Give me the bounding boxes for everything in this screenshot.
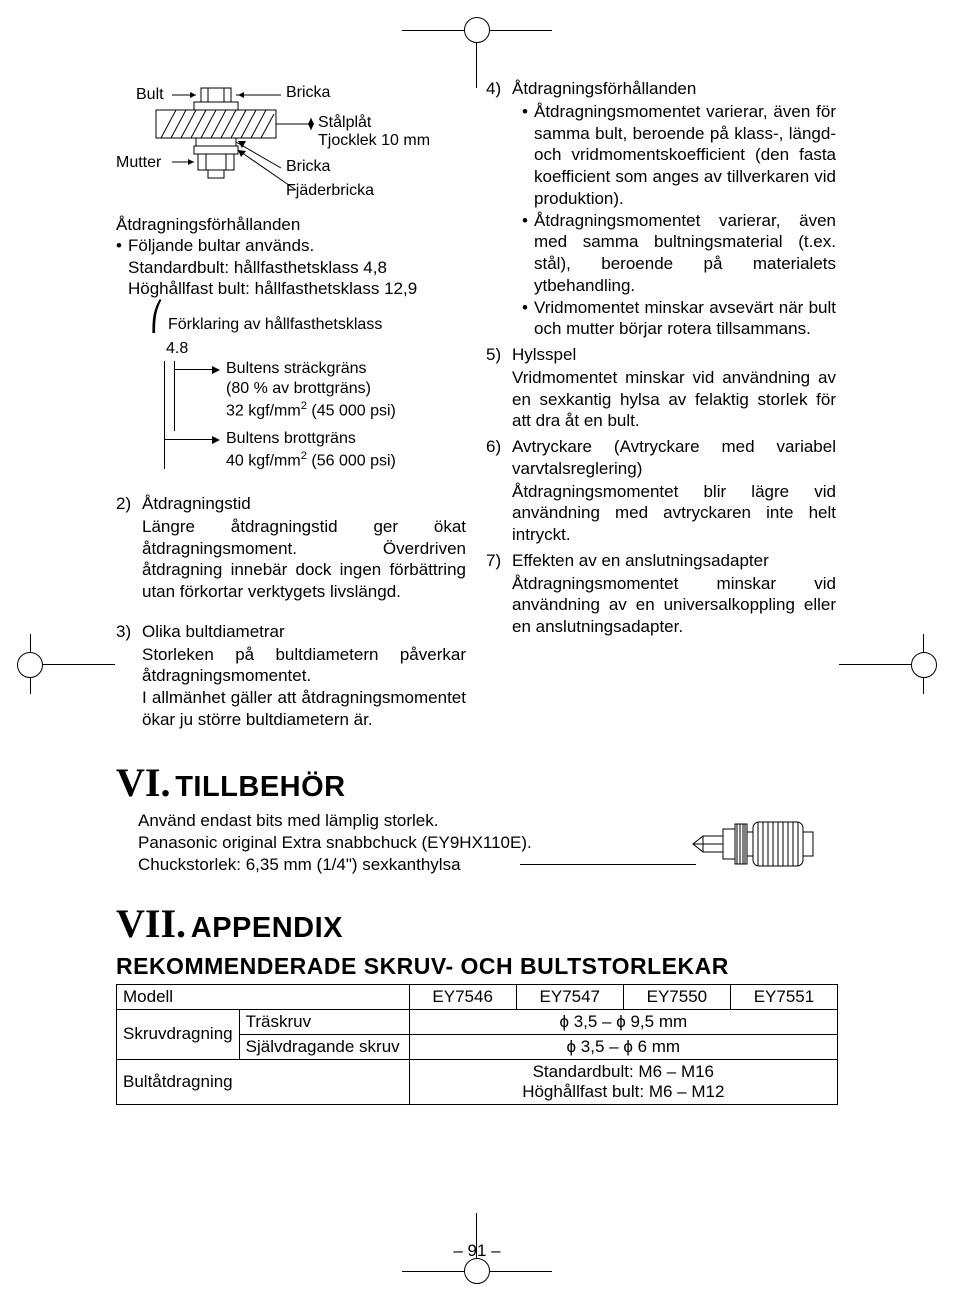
two-column-layout: Bult Bricka Stålplåt Tjocklek 10 mm Bric… (116, 78, 838, 731)
bolt-diagram: Bult Bricka Stålplåt Tjocklek 10 mm Bric… (116, 78, 436, 208)
intro-line1: Följande bultar används. (128, 235, 314, 256)
item-7-body: Åtdragningsmomentet minskar vid användni… (512, 574, 836, 637)
item-2: 2) Åtdragningstid Längre åtdragningstid … (116, 493, 466, 603)
item-6-body: Åtdragningsmomentet blir lägre vid använ… (512, 482, 836, 545)
item-3: 3) Olika bultdiametrar Storleken på bult… (116, 621, 466, 731)
intro-line2: Standardbult: hållfasthetsklass 4,8 (116, 257, 466, 278)
intro-block: Åtdragningsförhållanden •Följande bultar… (116, 214, 466, 299)
item-4-b2: Åtdragningsmomentet varierar, även med s… (534, 210, 836, 297)
crop-mark-right (896, 634, 946, 694)
label-stalplat: Stålplåt (318, 114, 371, 132)
table-row: Modell EY7546 EY7547 EY7550 EY7551 (117, 984, 838, 1009)
item-5-body: Vridmomentet minskar vid användning av e… (512, 368, 836, 431)
title-vi: TILLBEHÖR (175, 771, 345, 803)
crop-mark-left (8, 634, 58, 694)
class-explanation: ⎛ Förklaring av hållfasthetsklass 4.8 Bu… (156, 309, 466, 475)
tensile-text: Bultens brottgräns 40 kgf/mm2 (56 000 ps… (226, 429, 456, 471)
item-5-head: Hylsspel (512, 344, 836, 366)
item-4-b3: Vridmomentet minskar avsevärt när bult o… (534, 297, 836, 341)
cell-m1: EY7546 (409, 984, 516, 1009)
cell-r3v: Standardbult: M6 – M16Höghållfast bult: … (409, 1059, 837, 1104)
item-2-body: Längre åtdragningstid ger ökat åtdragnin… (142, 517, 466, 601)
section-vi-heading: VI. TILLBEHÖR (116, 759, 838, 806)
intro-line3: Höghållfast bult: hållfasthetsklass 12,9 (116, 278, 466, 299)
label-bult: Bult (136, 86, 164, 104)
label-fjaderbricka: Fjäderbricka (286, 182, 374, 200)
crop-mark-top (402, 8, 552, 58)
right-column: 4) Åtdragningsförhållanden •Åtdragningsm… (486, 78, 836, 731)
label-bricka-bottom: Bricka (286, 158, 330, 176)
cell-m3: EY7550 (623, 984, 730, 1009)
table-row: Skruvdragning Träskruv ϕ 3,5 – ϕ 9,5 mm (117, 1009, 838, 1034)
label-mutter: Mutter (116, 154, 161, 172)
class-title: Förklaring av hållfasthetsklass (168, 315, 466, 335)
cell-sjalv: Självdragande skruv (239, 1034, 409, 1059)
roman-vii: VII. (116, 901, 186, 946)
spec-table: Modell EY7546 EY7547 EY7550 EY7551 Skruv… (116, 984, 838, 1105)
cell-skruv: Skruvdragning (117, 1009, 240, 1059)
page-content: Bult Bricka Stålplåt Tjocklek 10 mm Bric… (116, 78, 838, 1105)
table-row: Bultåtdragning Standardbult: M6 – M16Hög… (117, 1059, 838, 1104)
callout-line (520, 864, 696, 865)
item-6: 6) Avtryckare (Avtryckare med variabel v… (486, 436, 836, 546)
roman-vi: VI. (116, 760, 170, 805)
cell-model: Modell (117, 984, 410, 1009)
item-6-head: Avtryckare (Avtryckare med variabel varv… (512, 436, 836, 480)
subheading-vii: REKOMMENDERADE SKRUV- OCH BULTSTORLEKAR (116, 953, 838, 980)
chuck-icon (688, 814, 838, 874)
section-vii-heading: VII. APPENDIX (116, 900, 838, 947)
item-4-b1: Åtdragningsmomentet varierar, även för s… (534, 101, 836, 210)
item-3-body1: Storleken på bultdiametern påverkar åtdr… (142, 644, 466, 688)
cell-r1v: ϕ 3,5 – ϕ 9,5 mm (409, 1009, 837, 1034)
cell-traskruv: Träskruv (239, 1009, 409, 1034)
item-3-body2: I allmänhet gäller att åtdragningsmoment… (142, 688, 466, 729)
cell-r2v: ϕ 3,5 – ϕ 6 mm (409, 1034, 837, 1059)
cell-bult: Bultåtdragning (117, 1059, 410, 1104)
item-2-head: Åtdragningstid (142, 493, 466, 515)
intro-title: Åtdragningsförhållanden (116, 214, 466, 235)
paren-icon: ⎛ (150, 299, 164, 334)
cell-m2: EY7547 (516, 984, 623, 1009)
label-tjocklek: Tjocklek 10 mm (318, 132, 430, 150)
item-3-head: Olika bultdiametrar (142, 621, 466, 643)
item-4-head: Åtdragningsförhållanden (512, 78, 836, 100)
page-number: – 91 – (0, 1241, 954, 1261)
item-7: 7) Effekten av en anslutningsadapter Åtd… (486, 550, 836, 638)
item-5: 5) Hylsspel Vridmomentet minskar vid anv… (486, 344, 836, 432)
label-bricka-top: Bricka (286, 84, 330, 102)
title-vii: APPENDIX (191, 912, 343, 944)
item-4: 4) Åtdragningsförhållanden •Åtdragningsm… (486, 78, 836, 340)
item-7-head: Effekten av en anslutningsadapter (512, 550, 836, 572)
left-column: Bult Bricka Stålplåt Tjocklek 10 mm Bric… (116, 78, 466, 731)
cell-m4: EY7551 (730, 984, 837, 1009)
yield-text: Bultens sträckgräns (80 % av brottgräns)… (226, 359, 456, 421)
class-num: 4.8 (166, 339, 188, 359)
